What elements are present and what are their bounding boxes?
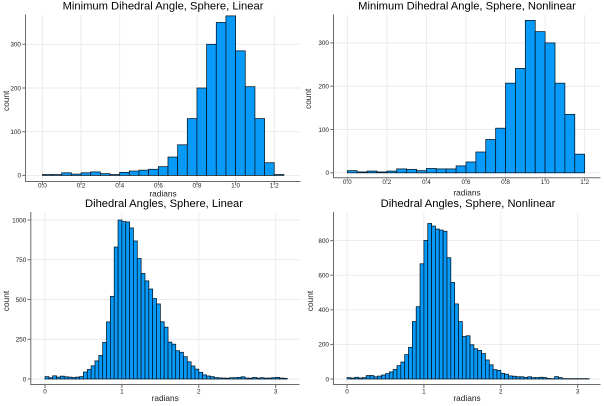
svg-text:100: 100 <box>318 127 329 134</box>
svg-text:2: 2 <box>499 388 503 395</box>
svg-text:0.4: 0.4 <box>115 183 124 190</box>
svg-text:1.2: 1.2 <box>270 183 279 190</box>
svg-text:radians: radians <box>453 187 480 197</box>
svg-text:200: 200 <box>318 84 329 91</box>
svg-text:radians: radians <box>149 189 176 199</box>
svg-text:count: count <box>303 88 313 109</box>
svg-text:radians: radians <box>152 393 179 403</box>
svg-text:0.8: 0.8 <box>501 179 510 186</box>
svg-text:0: 0 <box>17 173 21 180</box>
svg-text:1.0: 1.0 <box>231 183 240 190</box>
svg-text:200: 200 <box>10 85 21 92</box>
svg-text:Dihedral Angles, Sphere, Nonli: Dihedral Angles, Sphere, Nonlinear <box>381 198 556 210</box>
svg-text:count: count <box>305 290 315 311</box>
svg-text:0.2: 0.2 <box>77 183 86 190</box>
svg-text:0.4: 0.4 <box>422 179 431 186</box>
svg-text:0.2: 0.2 <box>382 179 391 186</box>
svg-text:1: 1 <box>422 388 426 395</box>
svg-text:800: 800 <box>318 238 329 245</box>
svg-text:1000: 1000 <box>12 217 27 224</box>
svg-text:0.6: 0.6 <box>154 183 163 190</box>
svg-text:0: 0 <box>345 388 349 395</box>
svg-text:Dihedral Angles, Sphere, Linea: Dihedral Angles, Sphere, Linear <box>85 198 243 210</box>
svg-text:0.0: 0.0 <box>343 179 352 186</box>
svg-text:300: 300 <box>318 40 329 47</box>
svg-text:0: 0 <box>23 376 27 383</box>
svg-text:0.8: 0.8 <box>193 183 202 190</box>
svg-text:0: 0 <box>43 388 47 395</box>
svg-text:Minimum Dihedral Angle, Sphere: Minimum Dihedral Angle, Sphere, Linear <box>63 1 264 13</box>
svg-text:100: 100 <box>10 129 21 136</box>
svg-text:0.0: 0.0 <box>38 183 47 190</box>
svg-text:2: 2 <box>197 388 201 395</box>
svg-text:0: 0 <box>325 376 329 383</box>
svg-text:3: 3 <box>576 388 580 395</box>
svg-text:0: 0 <box>325 170 329 177</box>
svg-text:0.6: 0.6 <box>462 179 471 186</box>
svg-text:200: 200 <box>318 342 329 349</box>
svg-text:500: 500 <box>16 297 27 304</box>
svg-text:1.2: 1.2 <box>580 179 589 186</box>
svg-text:1: 1 <box>120 388 124 395</box>
svg-text:250: 250 <box>16 337 27 344</box>
svg-text:750: 750 <box>16 257 27 264</box>
svg-text:Minimum Dihedral Angle, Sphere: Minimum Dihedral Angle, Sphere, Nonlinea… <box>358 1 576 13</box>
svg-text:400: 400 <box>318 307 329 314</box>
svg-text:300: 300 <box>10 42 21 49</box>
svg-text:1.0: 1.0 <box>541 179 550 186</box>
svg-text:radians: radians <box>453 393 480 403</box>
svg-text:600: 600 <box>318 273 329 280</box>
svg-text:count: count <box>1 90 11 111</box>
svg-text:count: count <box>1 290 11 311</box>
svg-text:3: 3 <box>274 388 278 395</box>
